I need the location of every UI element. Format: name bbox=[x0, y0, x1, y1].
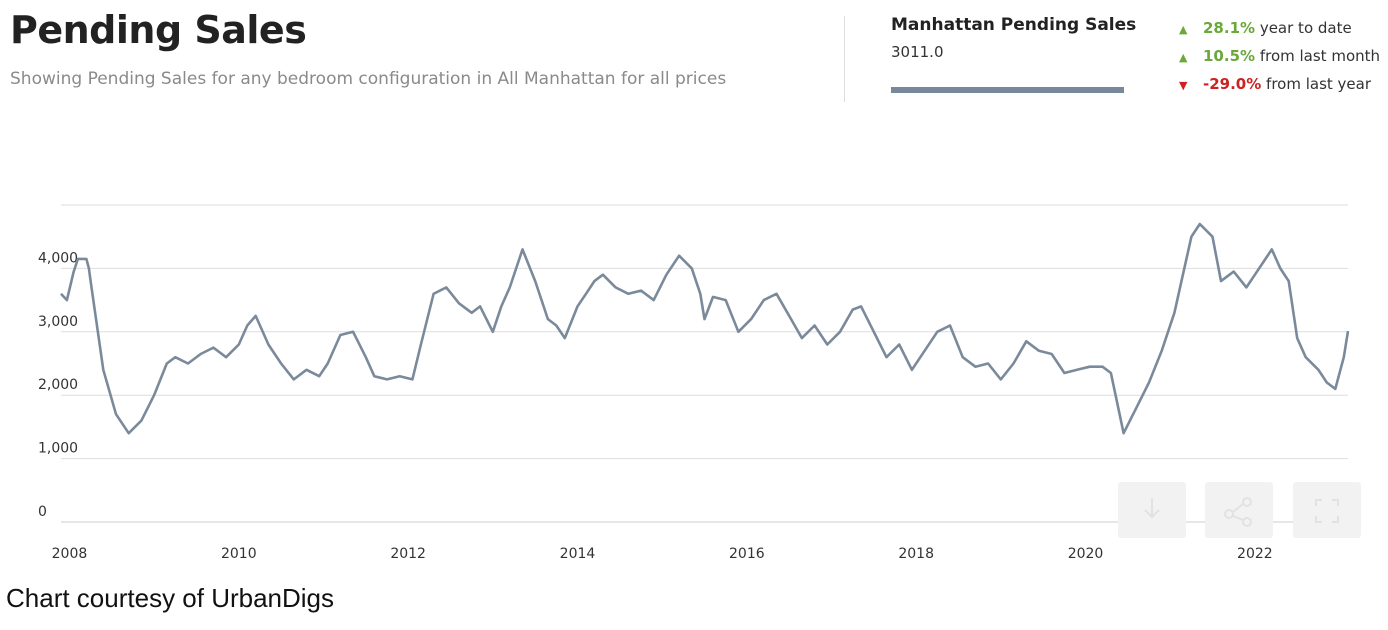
y-tick-label: 0 bbox=[38, 504, 47, 520]
x-tick-label: 2008 bbox=[52, 546, 88, 562]
share-button[interactable] bbox=[1205, 482, 1273, 538]
summary-title: Manhattan Pending Sales bbox=[891, 15, 1137, 35]
stat-last-month: ▲ 10.5% from last month bbox=[1179, 47, 1380, 65]
y-tick-label: 2,000 bbox=[38, 377, 78, 393]
y-axis-ticks: 0 1,000 2,000 3,000 4,000 bbox=[38, 250, 78, 520]
y-tick-label: 4,000 bbox=[38, 250, 78, 266]
gridlines bbox=[61, 204, 1348, 523]
stat-last-year: ▼ -29.0% from last year bbox=[1179, 75, 1371, 93]
stat-label: year to date bbox=[1259, 19, 1352, 37]
download-button[interactable] bbox=[1118, 482, 1186, 538]
share-button-bg bbox=[1205, 482, 1273, 538]
chart-toolbar bbox=[1118, 482, 1361, 538]
stat-pct: 10.5% bbox=[1203, 47, 1256, 65]
stat-pct: -29.0% bbox=[1203, 75, 1262, 93]
page-title: Pending Sales bbox=[10, 8, 307, 52]
series-group bbox=[60, 222, 1350, 435]
x-tick-label: 2020 bbox=[1068, 546, 1104, 562]
expand-button[interactable] bbox=[1293, 482, 1361, 538]
summary-bar bbox=[891, 87, 1124, 93]
series-line-pending-sales bbox=[60, 222, 1350, 435]
x-tick-label: 2018 bbox=[898, 546, 934, 562]
header-divider bbox=[844, 16, 845, 102]
share-icon bbox=[1224, 497, 1252, 527]
triangle-down-icon: ▼ bbox=[1179, 79, 1188, 92]
triangle-up-icon: ▲ bbox=[1179, 51, 1188, 64]
stat-label: from last month bbox=[1259, 47, 1381, 65]
x-axis-ticks: 2008 2010 2012 2014 2016 2018 2020 2022 bbox=[52, 546, 1273, 562]
y-tick-label: 1,000 bbox=[38, 441, 78, 457]
expand-icon bbox=[1315, 499, 1339, 523]
chart-credit: Chart courtesy of UrbanDigs bbox=[6, 583, 335, 613]
x-tick-label: 2012 bbox=[390, 546, 426, 562]
stat-pct: 28.1% bbox=[1203, 19, 1256, 37]
x-tick-label: 2010 bbox=[221, 546, 257, 562]
triangle-up-icon: ▲ bbox=[1179, 23, 1188, 36]
x-tick-label: 2014 bbox=[560, 546, 596, 562]
stat-label: from last year bbox=[1266, 75, 1372, 93]
page-subtitle: Showing Pending Sales for any bedroom co… bbox=[10, 69, 727, 89]
summary-value: 3011.0 bbox=[891, 43, 944, 61]
stat-year-to-date: ▲ 28.1% year to date bbox=[1179, 19, 1352, 37]
expand-button-bg bbox=[1293, 482, 1361, 538]
download-icon bbox=[1144, 498, 1160, 519]
x-tick-label: 2016 bbox=[729, 546, 765, 562]
y-tick-label: 3,000 bbox=[38, 314, 78, 330]
x-tick-label: 2022 bbox=[1237, 546, 1273, 562]
